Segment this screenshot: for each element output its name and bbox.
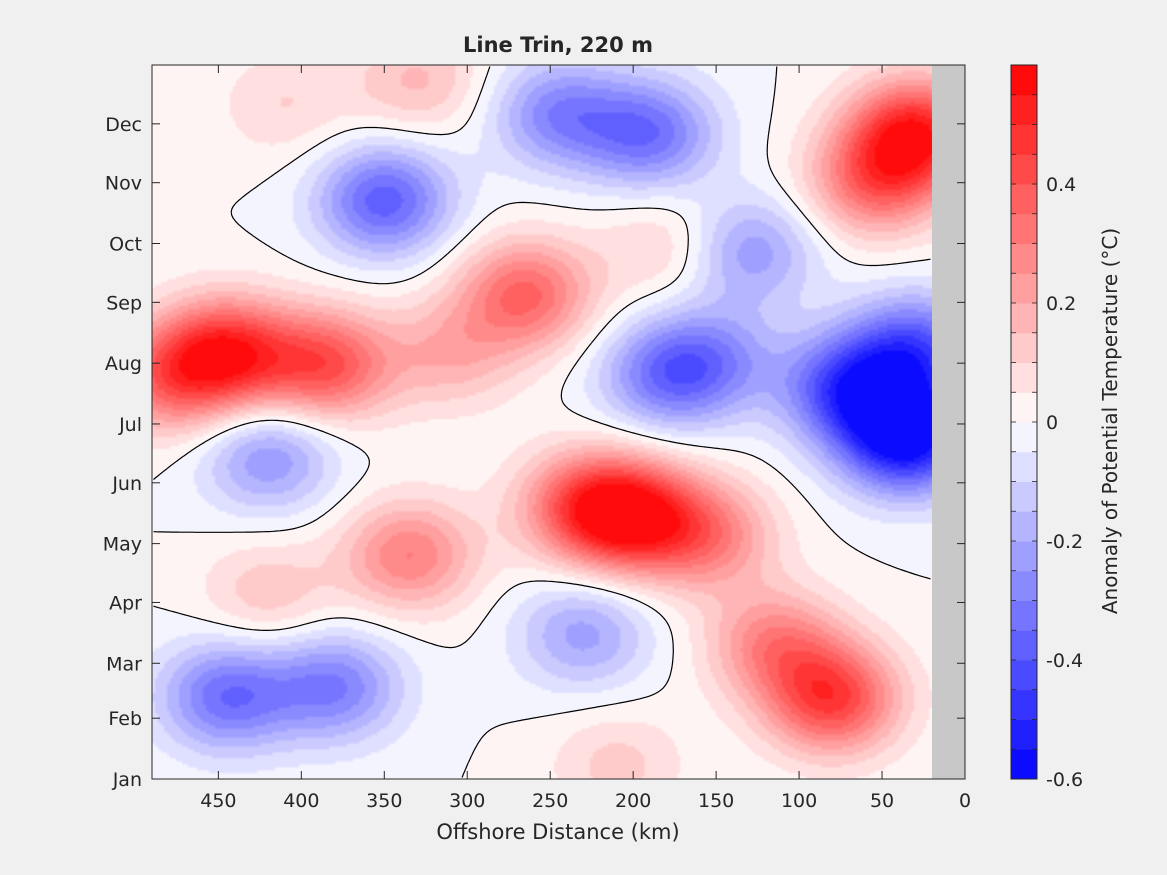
- y-tick-label: Sep: [106, 292, 142, 314]
- x-axis-label: Offshore Distance (km): [436, 820, 679, 844]
- colorbar-segment: [1011, 630, 1037, 661]
- no-data-region: [931, 65, 965, 779]
- colorbar-label: Anomaly of Potential Temperature (°C): [1098, 228, 1122, 614]
- colorbar-segment: [1011, 481, 1037, 512]
- plot-frame: [151, 64, 966, 780]
- y-tick-label: Jan: [112, 769, 142, 791]
- colorbar-segment: [1011, 451, 1037, 482]
- colorbar-segment: [1011, 303, 1037, 334]
- colorbar-segment: [1011, 213, 1037, 244]
- y-tick-label: Aug: [105, 353, 142, 375]
- y-tick-label: Dec: [105, 114, 142, 136]
- y-tick-label: Jul: [118, 414, 142, 436]
- colorbar-segment: [1011, 541, 1037, 572]
- colorbar-segment: [1011, 689, 1037, 720]
- x-tick-label: 100: [781, 790, 817, 812]
- chart-title: Line Trin, 220 m: [463, 33, 653, 57]
- colorbar-tick-label: 0: [1046, 412, 1058, 434]
- zero-contours: [153, 66, 931, 778]
- colorbar-segment: [1011, 154, 1037, 185]
- colorbar-segment: [1011, 94, 1037, 125]
- y-tick-label: Feb: [108, 708, 142, 730]
- colorbar-tick-label: -0.6: [1046, 769, 1083, 791]
- zero-contour-line: [153, 66, 931, 778]
- x-tick-label: 300: [449, 790, 485, 812]
- colorbar-segment: [1011, 511, 1037, 542]
- colorbar-segment: [1011, 660, 1037, 691]
- colorbar-frame: [1010, 64, 1038, 780]
- y-tick-label: May: [103, 534, 142, 556]
- x-tick-label: 0: [959, 790, 971, 812]
- colorbar-segment: [1011, 243, 1037, 274]
- colorbar-segment: [1011, 124, 1037, 155]
- y-tick-label: Apr: [109, 592, 142, 614]
- colorbar-segment: [1011, 362, 1037, 393]
- colorbar-tick-label: 0.4: [1046, 174, 1076, 196]
- y-axis: Jan Feb Mar Apr May Jun Jul Aug Sep Oct Nov Dec: [103, 114, 965, 791]
- y-tick-label: Jun: [111, 473, 142, 495]
- colorbar-segment: [1011, 273, 1037, 304]
- x-tick-label: 350: [366, 790, 402, 812]
- colorbar-segment: [1011, 719, 1037, 750]
- colorbar-tick-label: -0.2: [1046, 531, 1083, 553]
- x-axis: 450 400 350 300 250 200 150 100 50 0: [200, 65, 971, 812]
- x-tick-label: 150: [698, 790, 734, 812]
- colorbar-segment: [1011, 749, 1037, 780]
- colorbar-segment: [1011, 184, 1037, 215]
- x-tick-label: 400: [283, 790, 319, 812]
- colorbar-tick-label: 0.2: [1046, 293, 1076, 315]
- colorbar: -0.6 -0.4 -0.2 0 0.2 0.4: [1010, 64, 1083, 791]
- colorbar-segment: [1011, 332, 1037, 363]
- y-tick-label: Mar: [106, 653, 142, 675]
- heatmap-field: [152, 65, 932, 779]
- y-tick-label: Oct: [109, 234, 142, 256]
- colorbar-segment: [1011, 422, 1037, 453]
- x-tick-label: 250: [532, 790, 568, 812]
- x-tick-label: 200: [615, 790, 651, 812]
- colorbar-segment: [1011, 65, 1037, 96]
- y-tick-label: Nov: [105, 173, 142, 195]
- colorbar-tick-label: -0.4: [1046, 650, 1083, 672]
- x-tick-label: 450: [200, 790, 236, 812]
- x-tick-label: 50: [870, 790, 894, 812]
- colorbar-segment: [1011, 392, 1037, 423]
- colorbar-segment: [1011, 570, 1037, 601]
- colorbar-segment: [1011, 600, 1037, 631]
